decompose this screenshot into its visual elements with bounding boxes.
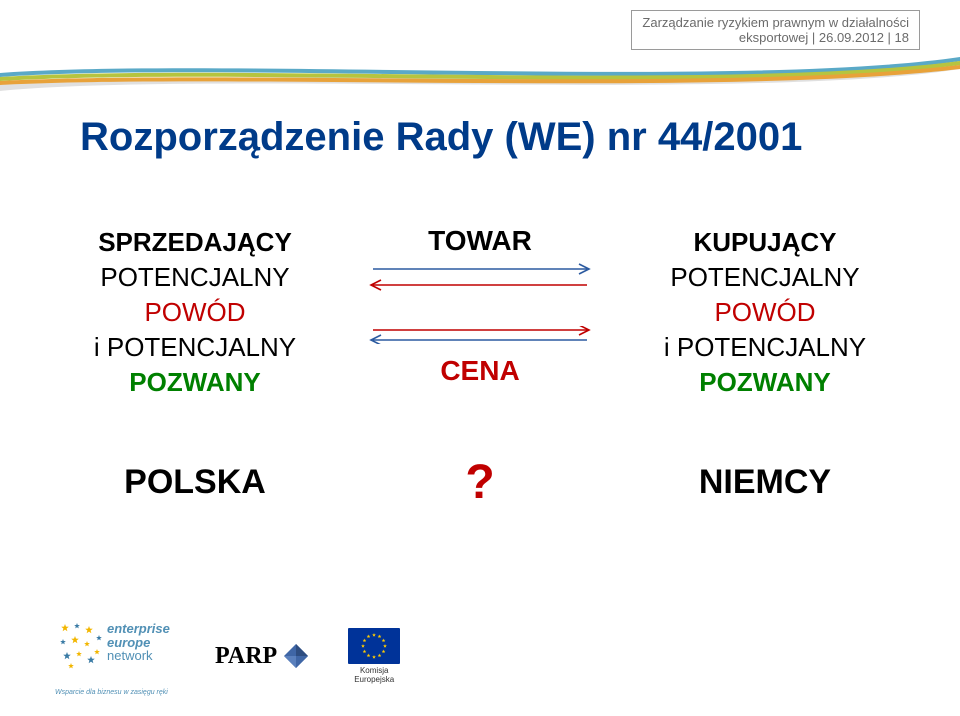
parp-logo: PARP	[215, 643, 309, 670]
country-right: NIEMCY	[630, 463, 900, 502]
een-l1: enterprise	[107, 622, 170, 636]
een-l2: europe	[107, 636, 170, 650]
seller-line-3: POWÓD	[60, 295, 330, 330]
parp-text: PARP	[215, 643, 277, 670]
buyer-line-4: i POTENCJALNY	[630, 330, 900, 365]
header-line-1: Zarządzanie ryzykiem prawnym w działalno…	[642, 15, 909, 30]
country-left: POLSKA	[60, 463, 330, 502]
buyer-line-5: POZWANY	[630, 365, 900, 400]
header-swoosh	[0, 55, 960, 95]
buyer-line-3: POWÓD	[630, 295, 900, 330]
parp-diamond-icon	[283, 643, 309, 669]
seller-line-4: i POTENCJALNY	[60, 330, 330, 365]
header-line-2: eksportowej | 26.09.2012 | 18	[642, 30, 909, 45]
eu-label-2: Europejska	[339, 676, 409, 685]
buyer-line-2: POTENCJALNY	[630, 260, 900, 295]
cena-label: CENA	[350, 355, 610, 387]
seller-heading: SPRZEDAJĄCY	[60, 225, 330, 260]
diagram-row: SPRZEDAJĄCY POTENCJALNY POWÓD i POTENCJA…	[60, 225, 900, 400]
question-mark: ?	[350, 455, 610, 510]
een-stars-icon	[55, 620, 107, 672]
arrows-column: TOWAR CENA	[350, 225, 610, 400]
een-logo: enterprise europe network Wsparcie dla b…	[55, 616, 185, 696]
country-row: POLSKA ? NIEMCY	[60, 455, 900, 510]
buyer-column: KUPUJĄCY POTENCJALNY POWÓD i POTENCJALNY…	[630, 225, 900, 400]
een-text: enterprise europe network	[107, 622, 170, 663]
footer-logos: enterprise europe network Wsparcie dla b…	[55, 616, 409, 696]
slide-title: Rozporządzenie Rady (WE) nr 44/2001	[80, 115, 802, 160]
eu-flag-icon	[348, 628, 400, 664]
towar-arrows-icon	[365, 261, 595, 295]
seller-column: SPRZEDAJĄCY POTENCJALNY POWÓD i POTENCJA…	[60, 225, 330, 400]
cena-arrows-icon	[365, 326, 595, 344]
buyer-heading: KUPUJĄCY	[630, 225, 900, 260]
towar-label: TOWAR	[350, 225, 610, 257]
slide-header: Zarządzanie ryzykiem prawnym w działalno…	[0, 0, 960, 92]
een-l3: network	[107, 649, 170, 663]
eu-label: Komisja Europejska	[339, 667, 409, 685]
seller-line-2: POTENCJALNY	[60, 260, 330, 295]
een-tagline: Wsparcie dla biznesu w zasięgu ręki	[55, 689, 168, 696]
header-caption-box: Zarządzanie ryzykiem prawnym w działalno…	[631, 10, 920, 50]
seller-line-5: POZWANY	[60, 365, 330, 400]
eu-commission-logo: Komisja Europejska	[339, 628, 409, 685]
